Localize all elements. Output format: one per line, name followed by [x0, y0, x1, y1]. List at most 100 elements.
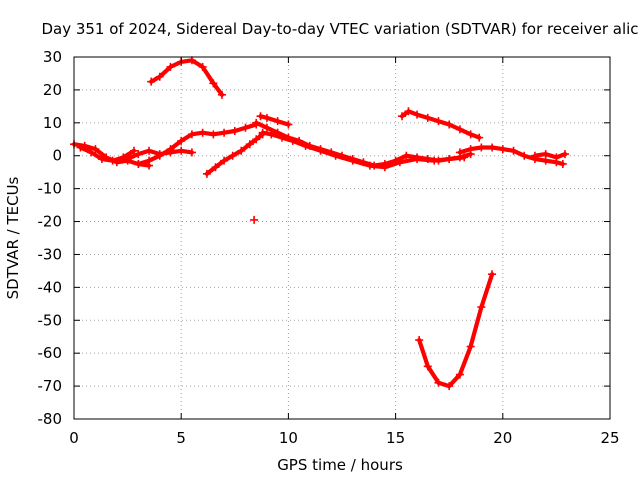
- data-point: [560, 150, 569, 159]
- data-point: [434, 378, 443, 387]
- series-line: [149, 58, 224, 97]
- x-tick-label: 25: [600, 429, 619, 447]
- data-point: [558, 159, 567, 168]
- data-point: [187, 130, 196, 139]
- y-tick-label: -10: [38, 180, 63, 198]
- data-point: [423, 362, 432, 371]
- series-arc-13: [415, 270, 497, 391]
- data-point: [262, 123, 271, 132]
- data-point: [413, 110, 422, 119]
- data-point: [130, 146, 139, 155]
- series-arc-12: [530, 150, 569, 162]
- data-point: [209, 130, 218, 139]
- data-point: [91, 145, 100, 154]
- data-point: [166, 62, 175, 71]
- data-point: [220, 156, 229, 165]
- data-point: [466, 145, 475, 154]
- plot-frame: [73, 56, 611, 420]
- data-point: [262, 113, 271, 122]
- data-point: [134, 159, 143, 168]
- y-tick-label: 20: [43, 81, 62, 99]
- data-point: [198, 128, 207, 137]
- x-tick-label: 10: [279, 429, 298, 447]
- x-tick-label: 0: [69, 429, 79, 447]
- data-point: [245, 140, 254, 149]
- series-line: [417, 272, 495, 389]
- data-point: [155, 150, 164, 159]
- series-arc-11: [455, 143, 567, 168]
- data-series: [70, 56, 569, 391]
- data-point: [455, 148, 464, 157]
- series-arc-6: [202, 130, 267, 178]
- data-point: [477, 143, 486, 152]
- data-point: [445, 120, 454, 129]
- data-point: [475, 133, 484, 142]
- data-point: [284, 120, 293, 129]
- data-point: [187, 148, 196, 157]
- data-point: [288, 136, 297, 145]
- data-point: [211, 163, 220, 172]
- y-tick-label: -30: [38, 245, 63, 263]
- x-tick-label: 15: [386, 429, 405, 447]
- data-point: [250, 215, 259, 224]
- series-line: [78, 145, 137, 163]
- axis-ticks: 0 5 10 15 20 25 -80 -70 -60 -50 -40 -30 -20 -10 0 10 20 3…: [38, 48, 620, 447]
- x-tick-label: 5: [176, 429, 186, 447]
- series-point-1: [250, 215, 259, 224]
- series-arc-8: [256, 112, 293, 129]
- data-point: [76, 143, 85, 152]
- y-tick-label: -80: [38, 410, 63, 428]
- data-point: [155, 72, 164, 81]
- data-point: [217, 90, 226, 99]
- data-point: [267, 130, 276, 139]
- series-arc-5: [76, 143, 139, 165]
- data-point: [552, 153, 561, 162]
- series-arc-9: [258, 128, 469, 172]
- data-point: [301, 141, 310, 150]
- data-point: [277, 133, 286, 142]
- data-point: [488, 270, 497, 279]
- data-point: [316, 146, 325, 155]
- data-point: [477, 303, 486, 312]
- chart-title: Day 351 of 2024, Sidereal Day-to-day VTE…: [41, 20, 638, 38]
- data-point: [415, 336, 424, 345]
- data-point: [445, 155, 454, 164]
- data-point: [530, 151, 539, 160]
- data-point: [455, 370, 464, 379]
- data-point: [166, 148, 175, 157]
- y-tick-label: 0: [52, 147, 62, 165]
- y-tick-label: -50: [38, 311, 63, 329]
- series-arc-10: [398, 107, 484, 142]
- data-point: [445, 382, 454, 391]
- data-point: [230, 127, 239, 136]
- y-tick-label: -20: [38, 213, 63, 231]
- data-point: [348, 156, 357, 165]
- data-point: [331, 151, 340, 160]
- data-point: [258, 128, 267, 137]
- data-point: [252, 118, 261, 127]
- data-point: [404, 107, 413, 116]
- data-point: [177, 136, 186, 145]
- data-point: [402, 151, 411, 160]
- data-point: [147, 77, 156, 86]
- x-axis-title: GPS time / hours: [277, 456, 403, 474]
- data-point: [423, 113, 432, 122]
- data-point: [202, 169, 211, 178]
- data-point: [108, 156, 117, 165]
- data-point: [237, 146, 246, 155]
- y-tick-label: -40: [38, 278, 63, 296]
- data-point: [509, 146, 518, 155]
- data-point: [273, 117, 282, 126]
- data-point: [145, 146, 154, 155]
- data-point: [87, 148, 96, 157]
- data-point: [398, 112, 407, 121]
- data-point: [466, 130, 475, 139]
- series-arc-3: [147, 56, 226, 99]
- series-line: [532, 152, 568, 160]
- data-point: [198, 62, 207, 71]
- data-point: [241, 123, 250, 132]
- data-point: [541, 150, 550, 159]
- series-line: [204, 132, 265, 176]
- data-point: [466, 342, 475, 351]
